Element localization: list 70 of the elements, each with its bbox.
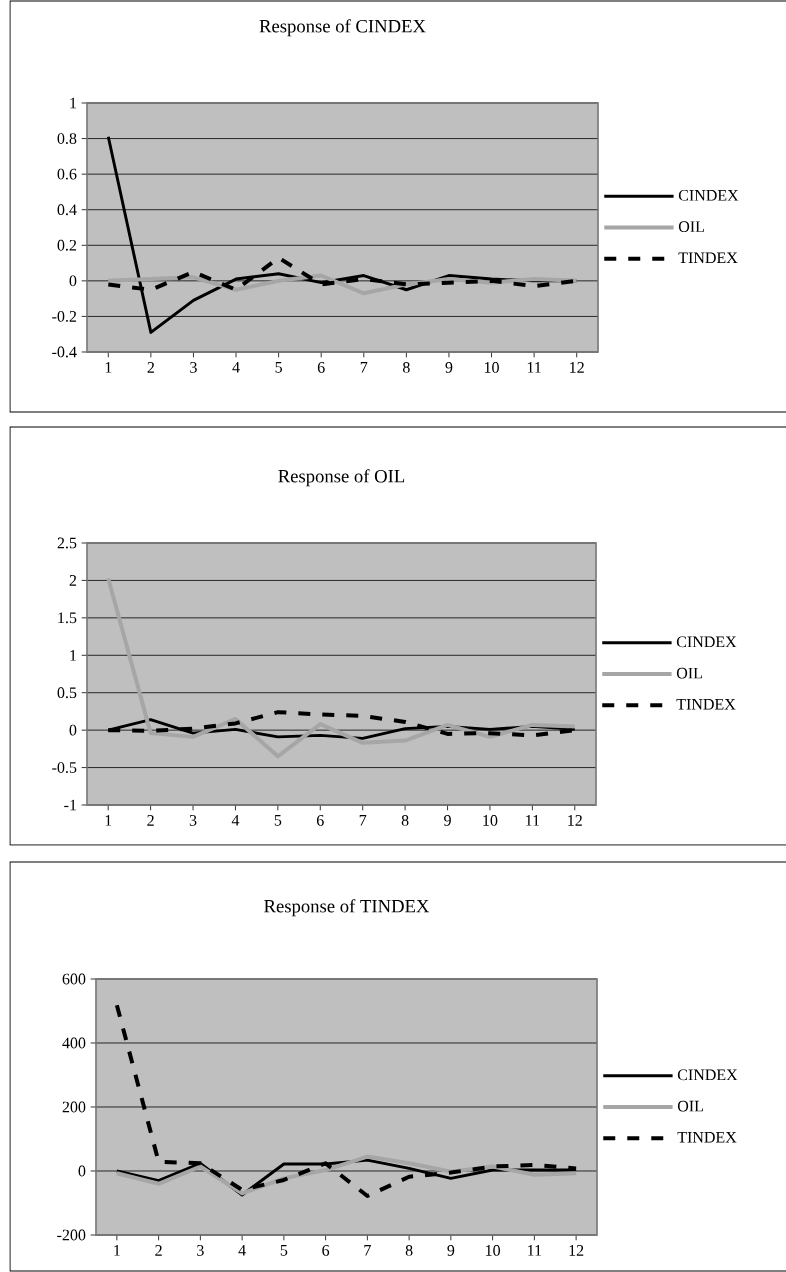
x-tick-label: 1 <box>105 815 112 826</box>
y-tick-label: -200 <box>57 1229 86 1241</box>
y-tick-label: 0 <box>78 1165 86 1177</box>
x-tick-label: 6 <box>316 815 324 826</box>
x-tick-label: 8 <box>402 362 410 373</box>
x-tick-label: 2 <box>155 1245 162 1256</box>
chart-title: Response of TINDEX <box>264 899 430 917</box>
legend-label: OIL <box>677 1100 703 1112</box>
x-tick-label: 1 <box>105 362 112 373</box>
y-tick-label: 600 <box>62 973 86 985</box>
y-tick-label: -1 <box>64 799 76 811</box>
legend-label: TINDEX <box>676 699 736 710</box>
y-tick-label: 400 <box>62 1037 86 1049</box>
x-tick-label: 9 <box>445 362 453 373</box>
x-tick-label: 3 <box>189 815 197 826</box>
y-tick-label: 2.5 <box>57 537 77 549</box>
x-tick-label: 9 <box>447 1245 455 1256</box>
x-tick-label: 3 <box>190 362 197 373</box>
y-tick-label: 0.4 <box>57 204 77 216</box>
y-tick-label: -0.5 <box>52 762 77 773</box>
y-tick-label: -0.4 <box>52 346 77 358</box>
x-tick-label: 9 <box>444 815 451 826</box>
y-tick-label: 0.5 <box>57 687 77 699</box>
legend-label: CINDEX <box>678 189 739 201</box>
legend-label: TINDEX <box>677 1132 737 1143</box>
x-tick-label: 4 <box>238 1245 246 1256</box>
x-tick-label: 5 <box>275 362 282 373</box>
x-tick-label: 12 <box>569 1245 584 1256</box>
x-tick-label: 8 <box>405 1245 413 1256</box>
x-tick-label: 7 <box>359 815 367 826</box>
x-tick-label: 3 <box>197 1245 204 1256</box>
x-tick-label: 8 <box>401 815 409 826</box>
y-tick-label: 0 <box>69 724 77 736</box>
legend-label: TINDEX <box>678 252 738 264</box>
x-tick-label: 12 <box>570 362 584 373</box>
x-tick-label: 11 <box>526 815 540 826</box>
line-series <box>106 576 577 759</box>
y-tick-label: 0.8 <box>57 133 77 145</box>
x-tick-label: 2 <box>147 815 154 826</box>
x-tick-label: 11 <box>528 1245 542 1256</box>
y-tick-label: 0.6 <box>57 168 77 180</box>
y-tick-label: 0.2 <box>57 239 77 251</box>
x-tick-label: 11 <box>527 362 541 373</box>
y-tick-label: 1 <box>70 97 76 109</box>
x-tick-label: 10 <box>486 1245 500 1256</box>
x-tick-label: 4 <box>232 362 240 373</box>
x-tick-label: 2 <box>147 362 154 373</box>
y-tick-label: 2 <box>69 575 77 586</box>
x-tick-label: 7 <box>364 1245 371 1256</box>
legend-label: CINDEX <box>676 636 737 648</box>
y-tick-label: 0 <box>69 275 77 287</box>
x-tick-label: 6 <box>317 362 325 373</box>
y-tick-label: 1.5 <box>58 612 77 624</box>
x-tick-label: 5 <box>280 1245 288 1256</box>
x-tick-label: 10 <box>483 815 498 826</box>
y-tick-label: 1 <box>70 650 76 661</box>
x-tick-label: 12 <box>568 815 582 826</box>
x-tick-label: 4 <box>231 815 240 826</box>
y-tick-label: -0.2 <box>52 310 77 322</box>
x-tick-label: 1 <box>114 1245 120 1256</box>
legend-label: CINDEX <box>677 1069 738 1081</box>
chart-title: Response of OIL <box>278 469 405 487</box>
x-tick-label: 6 <box>322 1245 330 1256</box>
x-tick-label: 7 <box>360 362 368 373</box>
x-tick-label: 10 <box>484 362 499 373</box>
y-tick-label: 200 <box>62 1101 86 1113</box>
legend-label: OIL <box>678 221 704 232</box>
chart-title: Response of CINDEX <box>259 19 426 37</box>
legend-label: OIL <box>676 667 702 679</box>
x-tick-label: 5 <box>274 815 282 826</box>
